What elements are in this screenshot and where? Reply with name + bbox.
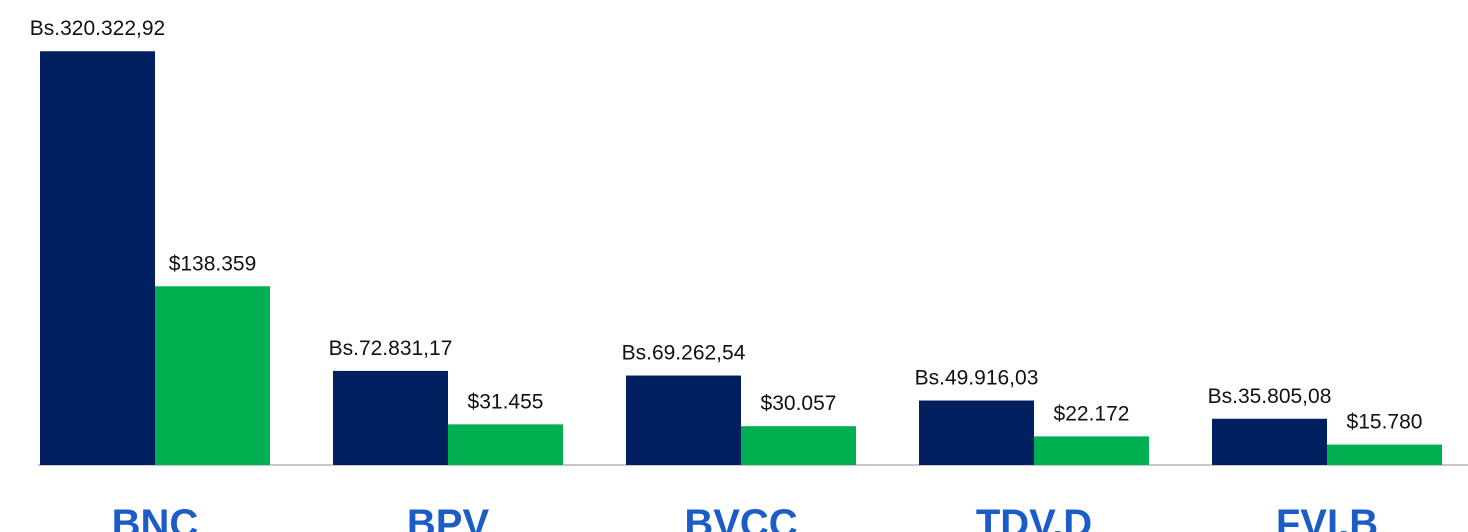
bar	[448, 424, 563, 465]
data-label: $31.455	[468, 390, 544, 413]
x-tick-label: BNC	[112, 502, 199, 532]
bar	[1327, 444, 1442, 465]
data-label: Bs.49.916,03	[915, 367, 1039, 390]
bar	[626, 375, 741, 465]
data-label: Bs.320.322,92	[30, 17, 165, 40]
data-label: $30.057	[761, 392, 837, 415]
bar	[741, 426, 856, 465]
x-tick-label: BPV	[407, 502, 490, 532]
x-tick-label: BVCC	[684, 502, 797, 532]
data-label: $138.359	[169, 252, 257, 275]
bar	[1212, 418, 1327, 465]
bar	[40, 51, 155, 465]
data-label: Bs.69.262,54	[622, 342, 746, 365]
data-label: $15.780	[1347, 411, 1423, 434]
bar	[333, 370, 448, 465]
data-label: Bs.35.805,08	[1208, 385, 1332, 408]
x-tick-label: FVI.B	[1276, 502, 1378, 532]
data-label: $22.172	[1054, 402, 1130, 425]
data-label: Bs.72.831,17	[329, 337, 453, 360]
bar	[919, 400, 1034, 465]
x-tick-label: TDV.D	[976, 502, 1092, 532]
bar	[155, 286, 270, 465]
bar	[1034, 436, 1149, 465]
